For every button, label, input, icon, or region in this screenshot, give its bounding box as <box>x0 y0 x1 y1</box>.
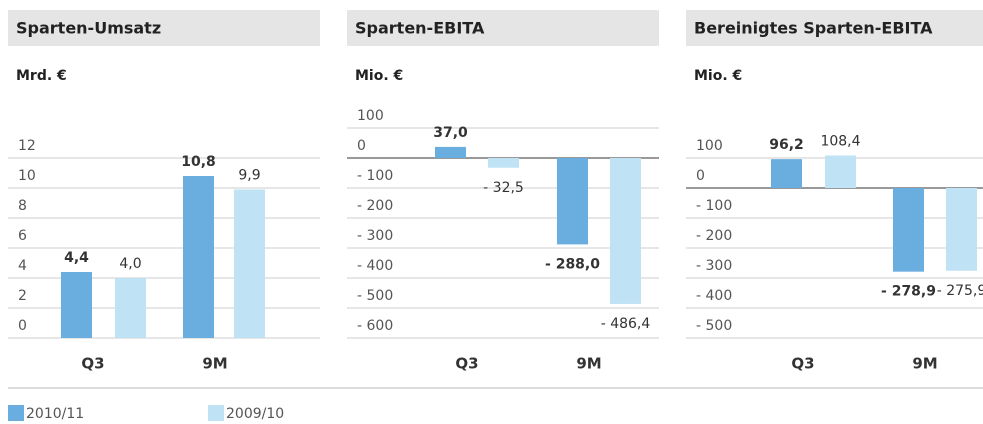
y-tick-label: - 100 <box>696 198 732 214</box>
unit-label: Mrd. € <box>16 68 67 84</box>
y-tick-label: - 300 <box>696 258 732 274</box>
legend-swatch <box>8 405 24 421</box>
y-tick-label: - 600 <box>357 318 393 334</box>
chart-title: Bereinigtes Sparten-EBITA <box>694 19 933 38</box>
y-tick-label: 0 <box>696 168 705 184</box>
x-tick-label: Q3 <box>791 355 814 373</box>
unit-label: Mio. € <box>694 68 742 84</box>
value-label: - 278,9 <box>881 284 936 300</box>
y-tick-label: 0 <box>18 318 27 334</box>
bar <box>946 188 977 271</box>
x-tick-label: Q3 <box>81 355 104 373</box>
value-label: - 275,9 <box>937 283 983 299</box>
y-tick-label: 8 <box>18 198 27 214</box>
y-tick-label: - 500 <box>696 318 732 334</box>
bar <box>893 188 924 272</box>
value-label: 9,9 <box>238 168 260 184</box>
y-tick-label: 6 <box>18 228 27 244</box>
bar <box>488 158 519 168</box>
bar <box>771 159 802 188</box>
y-tick-label: - 500 <box>357 288 393 304</box>
bar <box>234 189 265 338</box>
value-label: 4,4 <box>64 250 89 266</box>
bar <box>610 158 641 304</box>
header <box>347 10 659 46</box>
legend-label: 2010/11 <box>26 406 84 422</box>
value-label: 108,4 <box>820 133 860 149</box>
bar <box>61 272 92 338</box>
unit-label: Mio. € <box>355 68 403 84</box>
value-label: - 288,0 <box>545 256 600 272</box>
value-label: 96,2 <box>769 137 804 153</box>
value-label: 37,0 <box>433 125 468 141</box>
y-tick-label: - 400 <box>696 288 732 304</box>
header <box>686 10 983 46</box>
chart-title: Sparten-EBITA <box>355 19 485 38</box>
y-tick-label: - 200 <box>696 228 732 244</box>
y-tick-label: - 400 <box>357 258 393 274</box>
y-tick-label: - 100 <box>357 168 393 184</box>
y-tick-label: 4 <box>18 258 27 274</box>
bar <box>115 278 146 338</box>
y-tick-label: 100 <box>696 138 723 154</box>
x-tick-label: Q3 <box>455 355 478 373</box>
y-tick-label: 2 <box>18 288 27 304</box>
header <box>8 10 320 46</box>
x-tick-label: 9M <box>576 355 601 373</box>
bar <box>825 155 856 188</box>
value-label: - 32,5 <box>483 180 524 196</box>
value-label: 4,0 <box>119 256 141 272</box>
y-tick-label: - 200 <box>357 198 393 214</box>
x-tick-label: 9M <box>912 355 937 373</box>
bar <box>557 158 588 245</box>
y-tick-label: 0 <box>357 138 366 154</box>
y-tick-label: - 300 <box>357 228 393 244</box>
bar <box>183 176 214 338</box>
value-label: - 486,4 <box>601 316 651 332</box>
x-tick-label: 9M <box>202 355 227 373</box>
y-tick-label: 100 <box>357 108 384 124</box>
legend-label: 2009/10 <box>226 406 284 422</box>
y-tick-label: 10 <box>18 168 36 184</box>
value-label: 10,8 <box>181 154 216 170</box>
y-tick-label: 12 <box>18 138 36 154</box>
bar <box>435 146 466 158</box>
chart-title: Sparten-Umsatz <box>16 19 161 38</box>
legend-swatch <box>208 405 224 421</box>
